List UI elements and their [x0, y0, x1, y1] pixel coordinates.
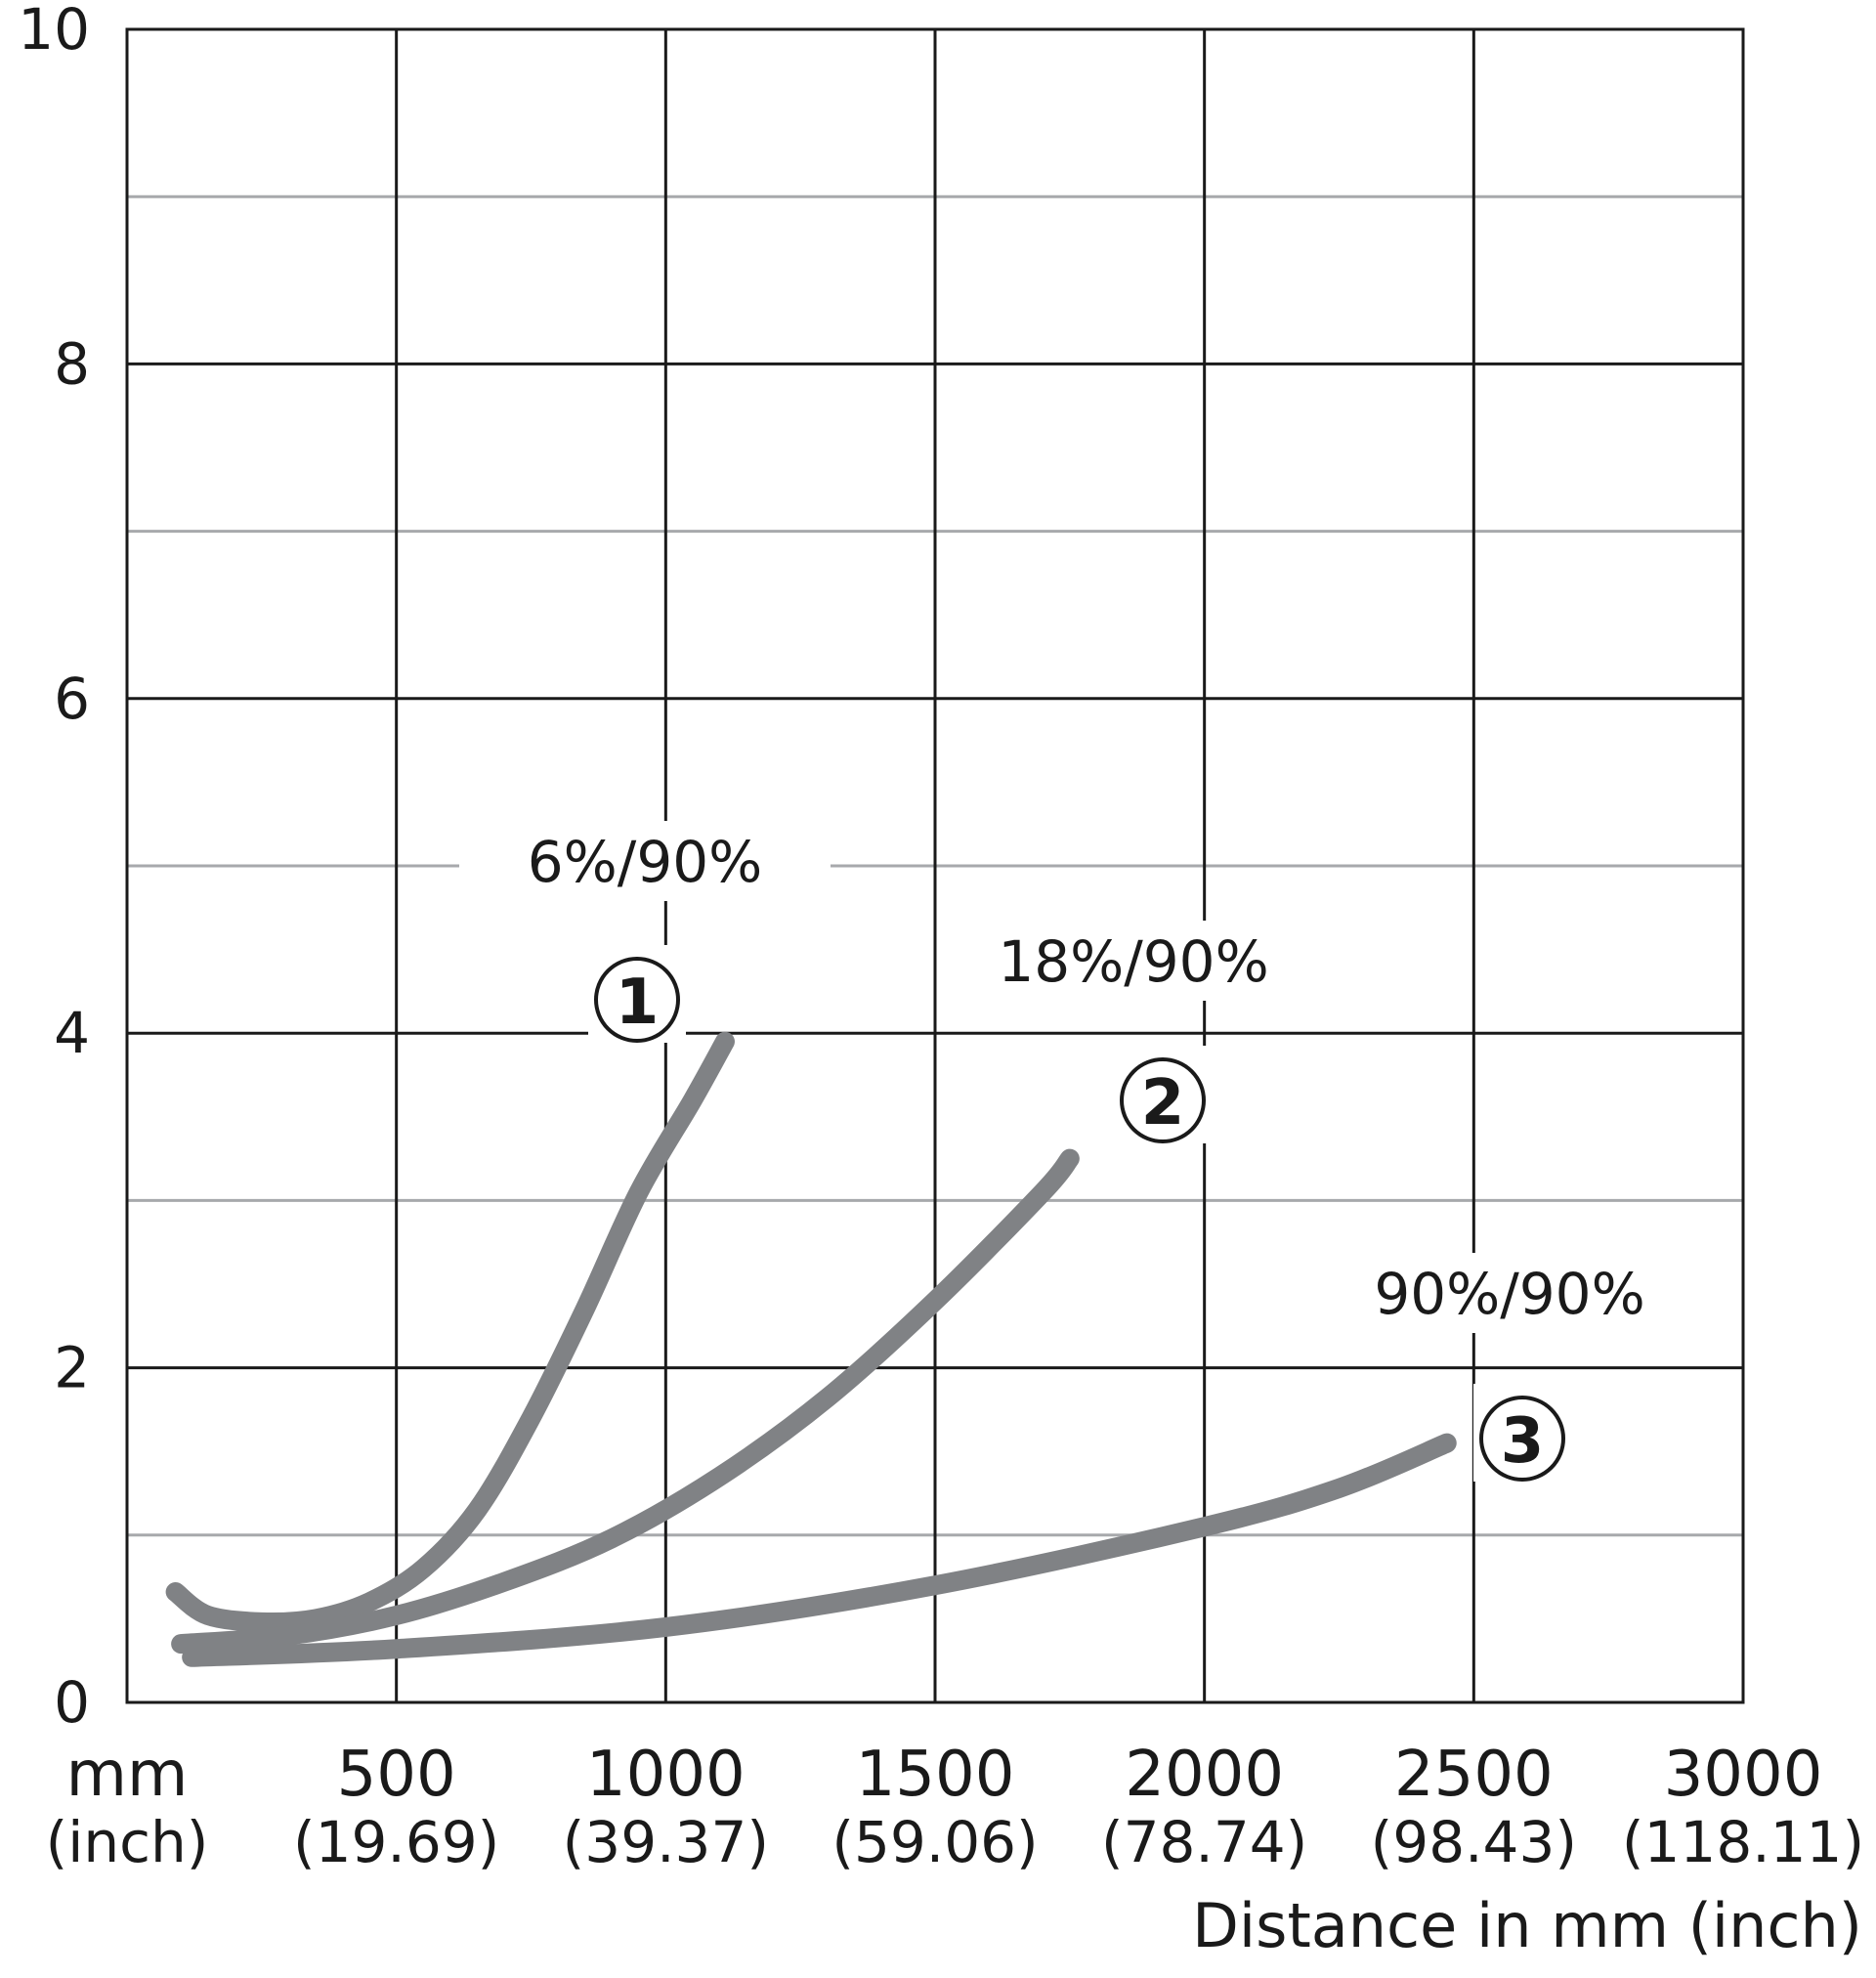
series-labels: 6%/90% 1 18%/90% 2 90%/90% 3 [528, 829, 1645, 1482]
x-tick-label-inch: (39.37) [563, 1809, 769, 1875]
series-label: 18%/90% [998, 928, 1268, 995]
series-lines [165, 1031, 1457, 1667]
series-marker-number: 1 [616, 967, 660, 1039]
x-tick-label-inch: (19.69) [293, 1809, 499, 1875]
x-tick-label-mm: 1000 [586, 1739, 746, 1811]
x-tick-label-mm: 500 [337, 1739, 456, 1811]
x-tick-label-inch: (98.43) [1371, 1809, 1577, 1875]
x-tick-label-mm: mm [66, 1739, 189, 1811]
x-tick-label-inch: (118.11) [1622, 1809, 1864, 1875]
series-marker-circle [1479, 1396, 1565, 1482]
series-marker-circle [1120, 1057, 1206, 1143]
x-tick-label-inch: (78.74) [1101, 1809, 1307, 1875]
series-marker-circle [594, 957, 680, 1043]
series-label: 6%/90% [528, 829, 762, 895]
x-axis-label: Distance in mm (inch) [1192, 1890, 1862, 1961]
y-tick-label: 0 [54, 1669, 90, 1736]
x-tick-label-mm: 3000 [1664, 1739, 1823, 1811]
label-mask [459, 821, 831, 901]
x-tick-label-mm: 1500 [856, 1739, 1015, 1811]
label-mask [948, 921, 1319, 1001]
series-line [171, 1148, 1080, 1655]
y-tick-label: 10 [18, 0, 90, 63]
x-axis-ticks: mm(inch) 500(19.69) 1000(39.37) 1500(59.06)… [46, 1739, 1864, 1875]
y-tick-label: 6 [54, 666, 90, 732]
y-tick-label: 4 [54, 1000, 90, 1066]
y-axis-ticks: 0 2 4 6 8 10 [18, 0, 90, 1736]
label-masks [459, 821, 1695, 1482]
x-tick-label-mm: 2000 [1125, 1739, 1284, 1811]
series-label: 90%/90% [1374, 1261, 1644, 1327]
series-line [165, 1031, 735, 1633]
x-tick-label-inch: (inch) [46, 1809, 209, 1875]
y-tick-label: 8 [54, 330, 90, 397]
x-tick-label-mm: 2500 [1394, 1739, 1554, 1811]
series-marker-number: 2 [1141, 1067, 1185, 1140]
plot-frame [125, 27, 1745, 1704]
y-tick-label: 2 [54, 1335, 90, 1401]
label-mask [1324, 1253, 1695, 1333]
series-marker-number: 3 [1501, 1405, 1545, 1478]
series-line [182, 1433, 1457, 1667]
x-tick-label-inch: (59.06) [831, 1809, 1038, 1875]
